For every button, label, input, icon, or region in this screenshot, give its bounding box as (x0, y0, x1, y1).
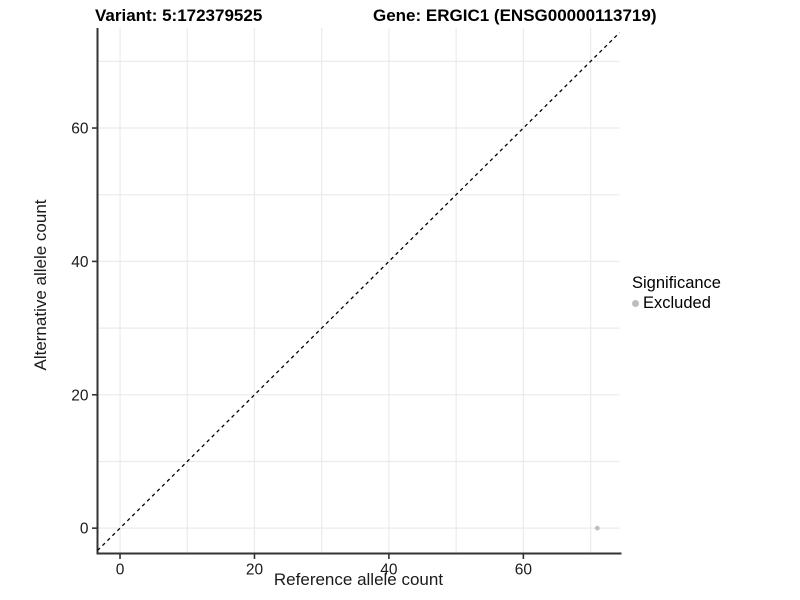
x-axis-title: Reference allele count (273, 570, 444, 589)
variant-title: Variant: 5:172379525 (95, 6, 263, 25)
excluded-point-icon (632, 300, 639, 307)
x-tick-label: 20 (246, 562, 264, 579)
legend-item-excluded: Excluded (632, 294, 721, 313)
y-tick-label: 60 (71, 121, 89, 138)
x-tick-label: 60 (515, 562, 533, 579)
x-tick-label: 40 (380, 562, 398, 579)
y-tick-label: 0 (80, 521, 89, 538)
data-point (594, 525, 600, 531)
gene-title: Gene: ERGIC1 (ENSG00000113719) (373, 6, 657, 25)
y-tick-label: 20 (71, 387, 89, 404)
y-axis-title: Alternative allele count (31, 199, 50, 371)
legend-item-label: Excluded (643, 294, 711, 312)
x-tick-label: 0 (116, 562, 125, 579)
legend-title: Significance (632, 274, 721, 292)
legend: Significance Excluded (632, 274, 721, 313)
y-tick-label: 40 (71, 254, 89, 271)
identity-reference-line (97, 32, 620, 551)
